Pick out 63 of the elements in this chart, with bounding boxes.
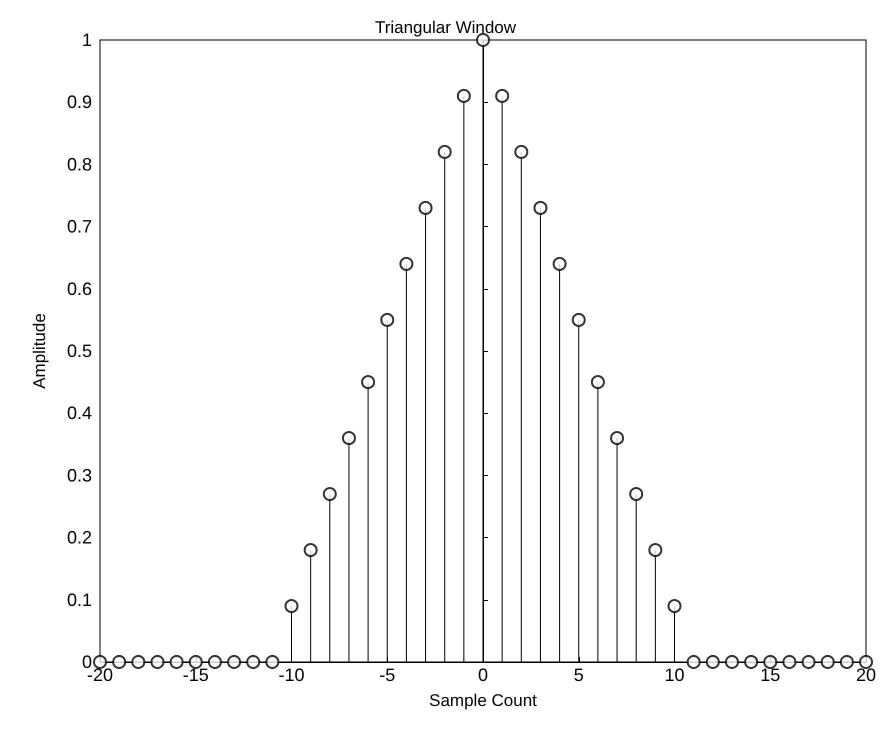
x-tick-label: 10: [664, 665, 685, 685]
point: [629, 487, 644, 502]
point: [150, 655, 164, 669]
point: [399, 256, 414, 271]
point: [533, 200, 548, 215]
point: [112, 655, 126, 669]
point: [763, 655, 778, 669]
y-tick-label: 1: [82, 30, 92, 50]
y-tick-label: 0.7: [66, 216, 92, 237]
point: [208, 655, 222, 669]
chart-title: Triangular Window: [374, 18, 517, 37]
point: [610, 431, 624, 446]
point: [304, 543, 318, 558]
x-tick-label: -10: [278, 665, 305, 685]
point: [590, 375, 605, 390]
x-tick-label: -15: [182, 665, 209, 685]
y-tick-label: 0.3: [66, 465, 92, 486]
point: [322, 487, 337, 502]
point: [265, 655, 280, 669]
point: [170, 655, 184, 669]
point: [668, 599, 682, 614]
point: [706, 655, 720, 669]
point: [840, 655, 854, 669]
x-tick-label: -5: [379, 665, 396, 685]
point: [514, 144, 528, 159]
point: [859, 655, 873, 669]
point: [686, 655, 701, 669]
y-tick-label: 0.8: [66, 154, 92, 174]
point: [782, 655, 796, 669]
point: [418, 200, 433, 215]
point: [495, 88, 510, 103]
point: [802, 655, 816, 669]
point: [552, 256, 567, 271]
point: [227, 655, 242, 669]
point: [438, 144, 452, 159]
point: [648, 543, 662, 558]
x-tick-label: 5: [574, 665, 584, 685]
point: [361, 375, 376, 390]
point: [246, 655, 260, 669]
point: [744, 655, 758, 669]
x-tick-label: 20: [856, 665, 876, 685]
point: [724, 655, 739, 669]
point: [456, 88, 471, 103]
point: [284, 599, 298, 614]
x-tick-label: 15: [760, 665, 780, 685]
point: [342, 431, 356, 446]
point: [572, 312, 586, 327]
point: [380, 312, 394, 327]
point: [476, 33, 490, 47]
y-tick-label: 0.5: [66, 341, 92, 361]
point: [188, 655, 203, 669]
y-tick-label: 0: [82, 652, 92, 672]
x-axis-title: Sample Count: [429, 691, 538, 710]
y-tick-label: 0.4: [66, 403, 92, 424]
point: [820, 655, 835, 669]
point: [93, 655, 107, 669]
y-tick-label: 0.1: [66, 590, 92, 610]
y-tick-label: 0.2: [66, 528, 92, 548]
y-axis-title: Amplitude: [30, 313, 49, 389]
x-tick-label: 0: [478, 665, 488, 685]
y-tick-label: 0.9: [66, 92, 92, 112]
point: [131, 655, 146, 669]
y-tick-label: 0.6: [66, 278, 92, 299]
